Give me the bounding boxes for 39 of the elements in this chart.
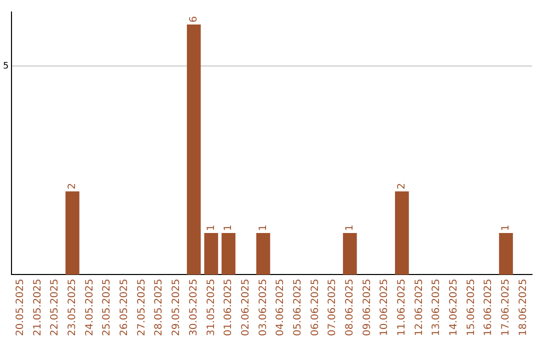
x-tick-label: 25.05.2025 — [102, 278, 113, 336]
x-tick-label: 23.05.2025 — [67, 278, 78, 336]
x-tick-label: 15.06.2025 — [466, 278, 477, 336]
x-tick-label: 04.06.2025 — [275, 278, 286, 336]
data-label: 6 — [188, 16, 200, 23]
x-tick-label: 28.05.2025 — [154, 278, 165, 336]
x-tick-label: 26.05.2025 — [119, 278, 130, 336]
x-tick-label: 21.05.2025 — [32, 278, 44, 336]
x-tick-label: 05.06.2025 — [292, 278, 304, 336]
y-tick-label: 5 — [2, 62, 9, 72]
x-tick-label: 27.05.2025 — [136, 278, 148, 336]
x-tick-label: 22.05.2025 — [50, 278, 61, 336]
x-tick-label: 06.06.2025 — [310, 278, 321, 336]
x-tick-label: 17.06.2025 — [500, 278, 512, 336]
x-tick-label: 09.06.2025 — [362, 278, 373, 336]
x-tick-label: 31.05.2025 — [206, 278, 217, 336]
x-tick-label: 30.05.2025 — [188, 278, 200, 336]
x-tick-label: 08.06.2025 — [344, 278, 356, 336]
x-tick-label: 29.05.2025 — [171, 278, 182, 336]
x-tick-label: 20.05.2025 — [14, 278, 26, 336]
x-tick-label: 14.06.2025 — [448, 278, 460, 336]
x-tick-label: 13.06.2025 — [431, 278, 442, 336]
data-label: 1 — [344, 224, 356, 232]
data-label: 1 — [206, 224, 217, 232]
x-tick-label: 24.05.2025 — [84, 278, 96, 336]
x-tick-label: 03.06.2025 — [258, 278, 269, 336]
data-label: 1 — [500, 224, 512, 232]
data-label: 1 — [223, 224, 234, 232]
x-tick-label: 07.06.2025 — [327, 278, 338, 336]
x-tick-label: 12.06.2025 — [414, 278, 425, 336]
x-tick-label: 11.06.2025 — [396, 278, 408, 336]
data-label: 2 — [396, 182, 408, 190]
x-tick-label: 10.06.2025 — [379, 278, 390, 336]
x-tick-label: 16.06.2025 — [483, 278, 494, 336]
x-tick-label: 18.06.2025 — [518, 278, 529, 336]
x-tick-label: 02.06.2025 — [240, 278, 252, 336]
data-label: 2 — [67, 182, 78, 190]
x-tick-label: 01.06.2025 — [223, 278, 234, 336]
data-label: 1 — [258, 224, 269, 232]
